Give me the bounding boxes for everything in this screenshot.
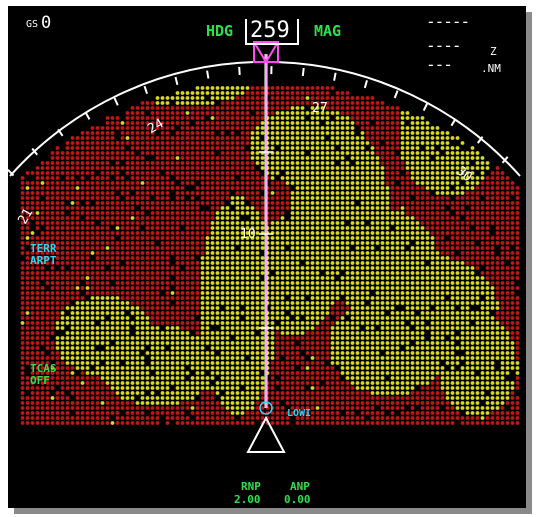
compass-label-27: 27 bbox=[312, 101, 328, 116]
aircraft-symbol-icon bbox=[246, 415, 286, 453]
info-line-2: ---- bbox=[426, 36, 462, 55]
tcas-status-label: OFF bbox=[30, 374, 50, 387]
compass-tick bbox=[113, 97, 119, 106]
waypoint-name: LOWI bbox=[287, 408, 312, 419]
compass-rose bbox=[8, 41, 521, 453]
compass-tick bbox=[206, 70, 210, 79]
compass-tick bbox=[422, 102, 429, 112]
heading-label: HDG bbox=[206, 22, 234, 40]
terrain-map bbox=[20, 86, 520, 425]
compass-tick bbox=[501, 156, 509, 164]
info-line-1: ----- bbox=[426, 12, 470, 31]
compass-tick bbox=[8, 169, 15, 177]
navigation-display: 21 24 27 30 10 GS 0 HDG 259 MAG ----- --… bbox=[8, 6, 526, 508]
compass-tick bbox=[174, 76, 179, 86]
zulu-suffix: Z bbox=[490, 45, 497, 58]
info-line-3: --- bbox=[426, 55, 453, 74]
tcas-mode-label: TCAS bbox=[30, 362, 57, 375]
compass-tick bbox=[476, 136, 484, 144]
rnp-label: RNP bbox=[241, 480, 261, 493]
compass-ticks bbox=[8, 66, 509, 177]
compass-tick bbox=[333, 72, 337, 81]
compass-tick bbox=[31, 147, 38, 156]
compass-tick bbox=[84, 111, 91, 120]
compass-tick bbox=[363, 80, 368, 89]
heading-value: 259 bbox=[250, 18, 290, 43]
heading-reference: MAG bbox=[314, 22, 342, 40]
heading-box bbox=[245, 19, 299, 45]
nm-suffix: .NM bbox=[481, 62, 501, 75]
compass-tick bbox=[143, 85, 149, 95]
compass-tick bbox=[238, 66, 241, 75]
anp-label: ANP bbox=[290, 480, 310, 493]
compass-tick bbox=[301, 67, 305, 77]
compass-tick bbox=[393, 90, 399, 99]
rnp-value: 2.00 bbox=[234, 493, 261, 506]
compass-tick bbox=[450, 118, 457, 127]
heading-bug-icon bbox=[253, 41, 279, 64]
range-label: 10 bbox=[240, 227, 256, 242]
waypoint-icon bbox=[259, 401, 273, 415]
compass-tick bbox=[57, 128, 64, 137]
ground-speed-value: 0 bbox=[41, 13, 52, 33]
anp-value: 0.00 bbox=[284, 493, 311, 506]
terrain-mode-label: TERR bbox=[30, 242, 57, 255]
airport-mode-label: ARPT bbox=[30, 254, 57, 267]
ground-speed-label: GS bbox=[26, 19, 39, 30]
